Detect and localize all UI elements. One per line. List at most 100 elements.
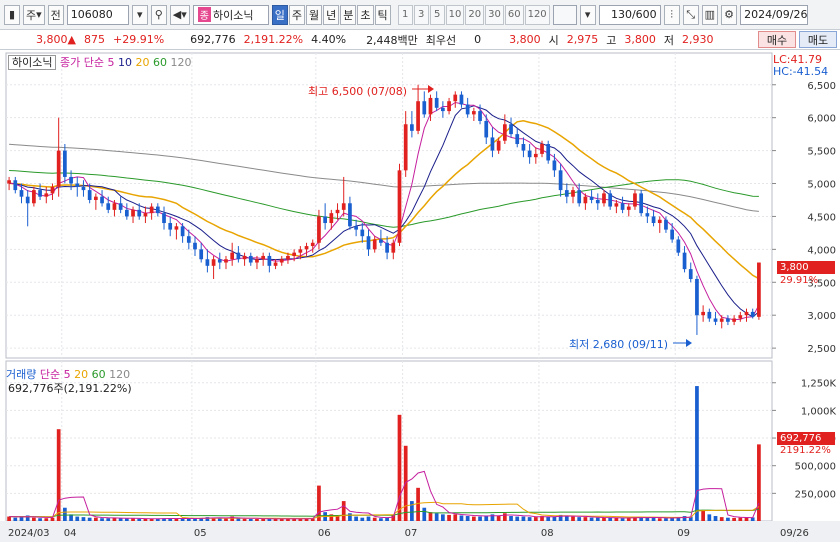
candle-body <box>112 203 117 210</box>
volume-bar <box>199 517 204 521</box>
candle-body <box>354 226 358 230</box>
zoom-tool-icon[interactable]: ⤡ <box>682 4 699 25</box>
candle-body <box>602 193 606 204</box>
candle-body <box>248 255 253 263</box>
candle-body <box>515 134 520 145</box>
vol-legend-ma5[interactable]: 5 <box>63 368 71 381</box>
low-price: 2,930 <box>682 33 714 46</box>
stock-name-field[interactable]: 종 하이소닉 <box>192 4 269 25</box>
legend-ma120[interactable]: 120 <box>170 56 192 69</box>
custom-interval-input[interactable] <box>552 4 577 25</box>
period-week[interactable]: 주 <box>288 4 306 25</box>
candle-body <box>496 140 501 151</box>
candle-body <box>465 104 470 115</box>
high-annotation: 최고 6,500 (07/08) <box>308 85 408 98</box>
volume-bar <box>459 515 464 521</box>
x-tick-label: 07 <box>405 528 418 539</box>
period-minute[interactable]: 분 <box>340 4 357 25</box>
interval-120[interactable]: 120 <box>524 4 550 25</box>
period-year[interactable]: 년 <box>323 4 340 25</box>
candle-body <box>106 203 111 210</box>
volume-bar <box>131 518 135 521</box>
chart-window-icon[interactable]: ▮ <box>4 4 20 25</box>
interval-20[interactable]: 20 <box>465 4 485 25</box>
volume-bar <box>664 518 668 521</box>
buy-button[interactable]: 매수 <box>758 31 796 48</box>
legend-ma20[interactable]: 20 <box>135 56 150 69</box>
chart-area[interactable]: 2,500 3,000 3,500 4,000 4,500 5,000 5,500 6,000… <box>0 51 840 542</box>
data-count-field[interactable]: 130/600 <box>598 4 661 25</box>
volume-bar <box>310 518 315 521</box>
chart-canvas[interactable]: 2,500 3,000 3,500 4,000 4,500 5,000 5,500 6,000… <box>0 51 840 542</box>
quote-bar: 3,800▲ 875 +29.91% 692,776 2,191.22% 4.4… <box>0 30 840 50</box>
volume-bar <box>484 515 489 521</box>
price-tick-label: 2,500 <box>807 344 836 355</box>
indicator-icon[interactable]: ▥ <box>701 4 719 25</box>
price-tick-label: 3,500 <box>807 278 836 289</box>
volume-bar <box>515 516 520 521</box>
candle-body <box>434 97 439 108</box>
volume-bar <box>676 517 681 521</box>
legend-ma5[interactable]: 5 <box>107 56 115 69</box>
volume-bar <box>279 519 284 521</box>
volume-bar <box>162 518 166 521</box>
interval-1[interactable]: 1 <box>397 4 413 25</box>
legend-ma60[interactable]: 60 <box>152 56 167 69</box>
candle-body <box>242 255 247 260</box>
candle-body <box>19 190 24 197</box>
candle-body <box>310 242 315 247</box>
candle-body <box>292 252 297 256</box>
stock-code-input[interactable]: 106080 <box>66 4 129 25</box>
candle-body <box>279 259 284 263</box>
price-legend: 하이소닉 종가 단순 5 10 20 60 120 <box>8 54 191 70</box>
interval-5[interactable]: 5 <box>429 4 445 25</box>
candle-body <box>410 124 414 131</box>
volume-bar <box>602 517 606 521</box>
gear-icon[interactable]: ⚙ <box>721 4 738 25</box>
change-percent: +29.91% <box>113 33 165 46</box>
candle-body <box>323 216 327 224</box>
candle-body <box>38 190 42 197</box>
volume-bar <box>744 517 749 521</box>
speaker-icon[interactable]: ◀▾ <box>169 4 190 25</box>
volume-bar <box>695 386 699 521</box>
period-tick[interactable]: 틱 <box>374 4 391 25</box>
period-second[interactable]: 초 <box>357 4 374 25</box>
volume-bar <box>509 516 513 521</box>
vol-legend-ma60[interactable]: 60 <box>91 368 106 381</box>
interval-60[interactable]: 60 <box>504 4 524 25</box>
interval-3[interactable]: 3 <box>413 4 429 25</box>
period-month[interactable]: 월 <box>306 4 323 25</box>
candle-body <box>329 213 334 224</box>
legend-ma10[interactable]: 10 <box>117 56 132 69</box>
interval-30[interactable]: 30 <box>485 4 504 25</box>
code-dropdown-icon[interactable]: ▾ <box>131 4 148 25</box>
candle-body <box>639 193 644 214</box>
chart-style-icon[interactable]: ⫶ <box>663 4 680 25</box>
market-select[interactable]: 주 ▾ <box>23 4 45 25</box>
vol-legend-ma20[interactable]: 20 <box>74 368 89 381</box>
volume-tick-label: 1,000K <box>801 406 837 417</box>
volume-bar <box>564 516 569 521</box>
search-icon[interactable]: ⚲ <box>150 4 167 25</box>
candle-body <box>633 193 637 207</box>
date-value: 2024/09/26 <box>744 8 808 21</box>
period-day[interactable]: 일 <box>271 4 288 25</box>
volume-bar <box>13 517 18 521</box>
type-button[interactable]: 전 <box>47 4 64 25</box>
volume-bar <box>719 517 724 521</box>
volume-bar <box>93 517 98 521</box>
date-field[interactable]: 2024/09/26 <box>740 4 809 25</box>
volume-bar <box>32 517 36 521</box>
candle-body <box>422 101 427 115</box>
candle-body <box>298 249 303 253</box>
volume-bar <box>478 516 482 521</box>
sell-button[interactable]: 매도 <box>799 31 837 48</box>
candle-body <box>56 150 61 187</box>
candle-body <box>224 259 228 263</box>
interval-10[interactable]: 10 <box>445 4 465 25</box>
price-tag-pct: 29.91% <box>780 275 819 286</box>
volume-bar <box>242 518 247 521</box>
vol-legend-ma120[interactable]: 120 <box>109 368 131 381</box>
interval-dropdown-icon[interactable]: ▾ <box>579 4 596 25</box>
